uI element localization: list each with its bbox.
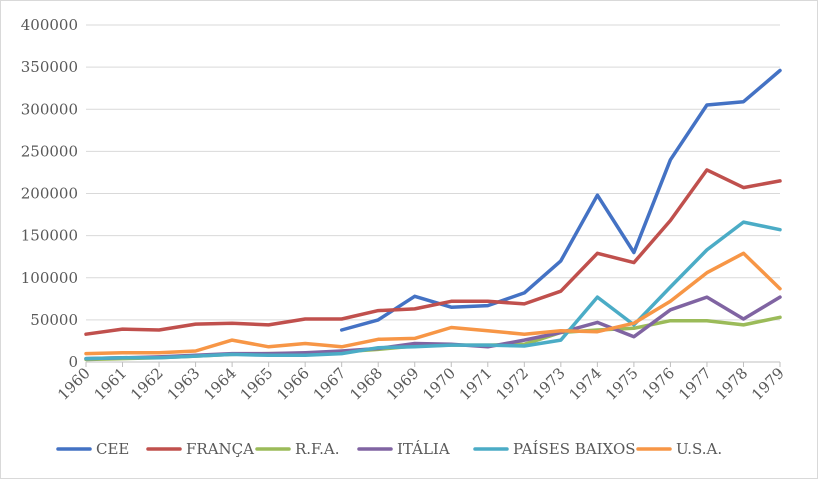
x-tick-label: 1961 xyxy=(91,364,131,404)
series-line-pa-ses-baixos xyxy=(84,220,782,361)
legend-label: ITÁLIA xyxy=(397,440,450,458)
y-tick-label: 300000 xyxy=(21,100,78,118)
legend-label: FRANÇA xyxy=(186,440,254,458)
x-tick-label: 1973 xyxy=(529,364,569,404)
x-tick-label: 1971 xyxy=(456,364,496,404)
x-tick-label: 1966 xyxy=(273,364,313,404)
x-tick-label: 1979 xyxy=(748,364,788,404)
y-tick-label: 250000 xyxy=(21,142,78,160)
x-tick-label: 1967 xyxy=(310,364,350,404)
x-tick-label: 1960 xyxy=(54,364,94,404)
y-tick-label: 200000 xyxy=(21,185,78,203)
x-tick-label: 1978 xyxy=(712,364,752,404)
series-line-cee xyxy=(339,68,782,332)
x-tick-label: 1970 xyxy=(419,364,459,404)
x-tick-label: 1962 xyxy=(127,364,167,404)
x-tick-label: 1965 xyxy=(237,364,277,404)
x-tick-label: 1968 xyxy=(346,364,386,404)
x-tick-label: 1963 xyxy=(164,364,204,404)
x-tick-label: 1975 xyxy=(602,364,642,404)
x-axis-ticks: 1960196119621963196419651966196719681969… xyxy=(54,362,788,404)
y-tick-label: 50000 xyxy=(30,311,78,329)
x-tick-label: 1977 xyxy=(675,364,715,404)
y-tick-label: 0 xyxy=(68,353,78,371)
x-tick-label: 1969 xyxy=(383,364,423,404)
legend-label: U.S.A. xyxy=(676,440,722,458)
x-tick-label: 1976 xyxy=(639,364,679,404)
series-line-fran-a xyxy=(84,168,782,336)
x-tick-label: 1974 xyxy=(565,364,605,404)
series-lines xyxy=(84,68,782,362)
x-tick-label: 1964 xyxy=(200,364,240,404)
legend-label: R.F.A. xyxy=(295,440,340,458)
y-tick-label: 150000 xyxy=(21,227,78,245)
y-tick-label: 350000 xyxy=(21,58,78,76)
legend-label: CEE xyxy=(96,440,129,458)
y-tick-label: 100000 xyxy=(21,269,78,287)
series-line-u-s-a- xyxy=(84,251,782,356)
x-tick-label: 1972 xyxy=(492,364,532,404)
legend-label: PAÍSES BAIXOS xyxy=(513,440,636,458)
y-tick-label: 400000 xyxy=(21,16,78,34)
y-axis-ticks: 0 50000 100000 150000 200000 250000 300000 3500… xyxy=(21,16,78,371)
gridlines xyxy=(86,24,780,363)
legend: CEE FRANÇA R.F.A. ITÁLIA PAÍSES BAIXOS U.S.A. xyxy=(56,440,722,458)
